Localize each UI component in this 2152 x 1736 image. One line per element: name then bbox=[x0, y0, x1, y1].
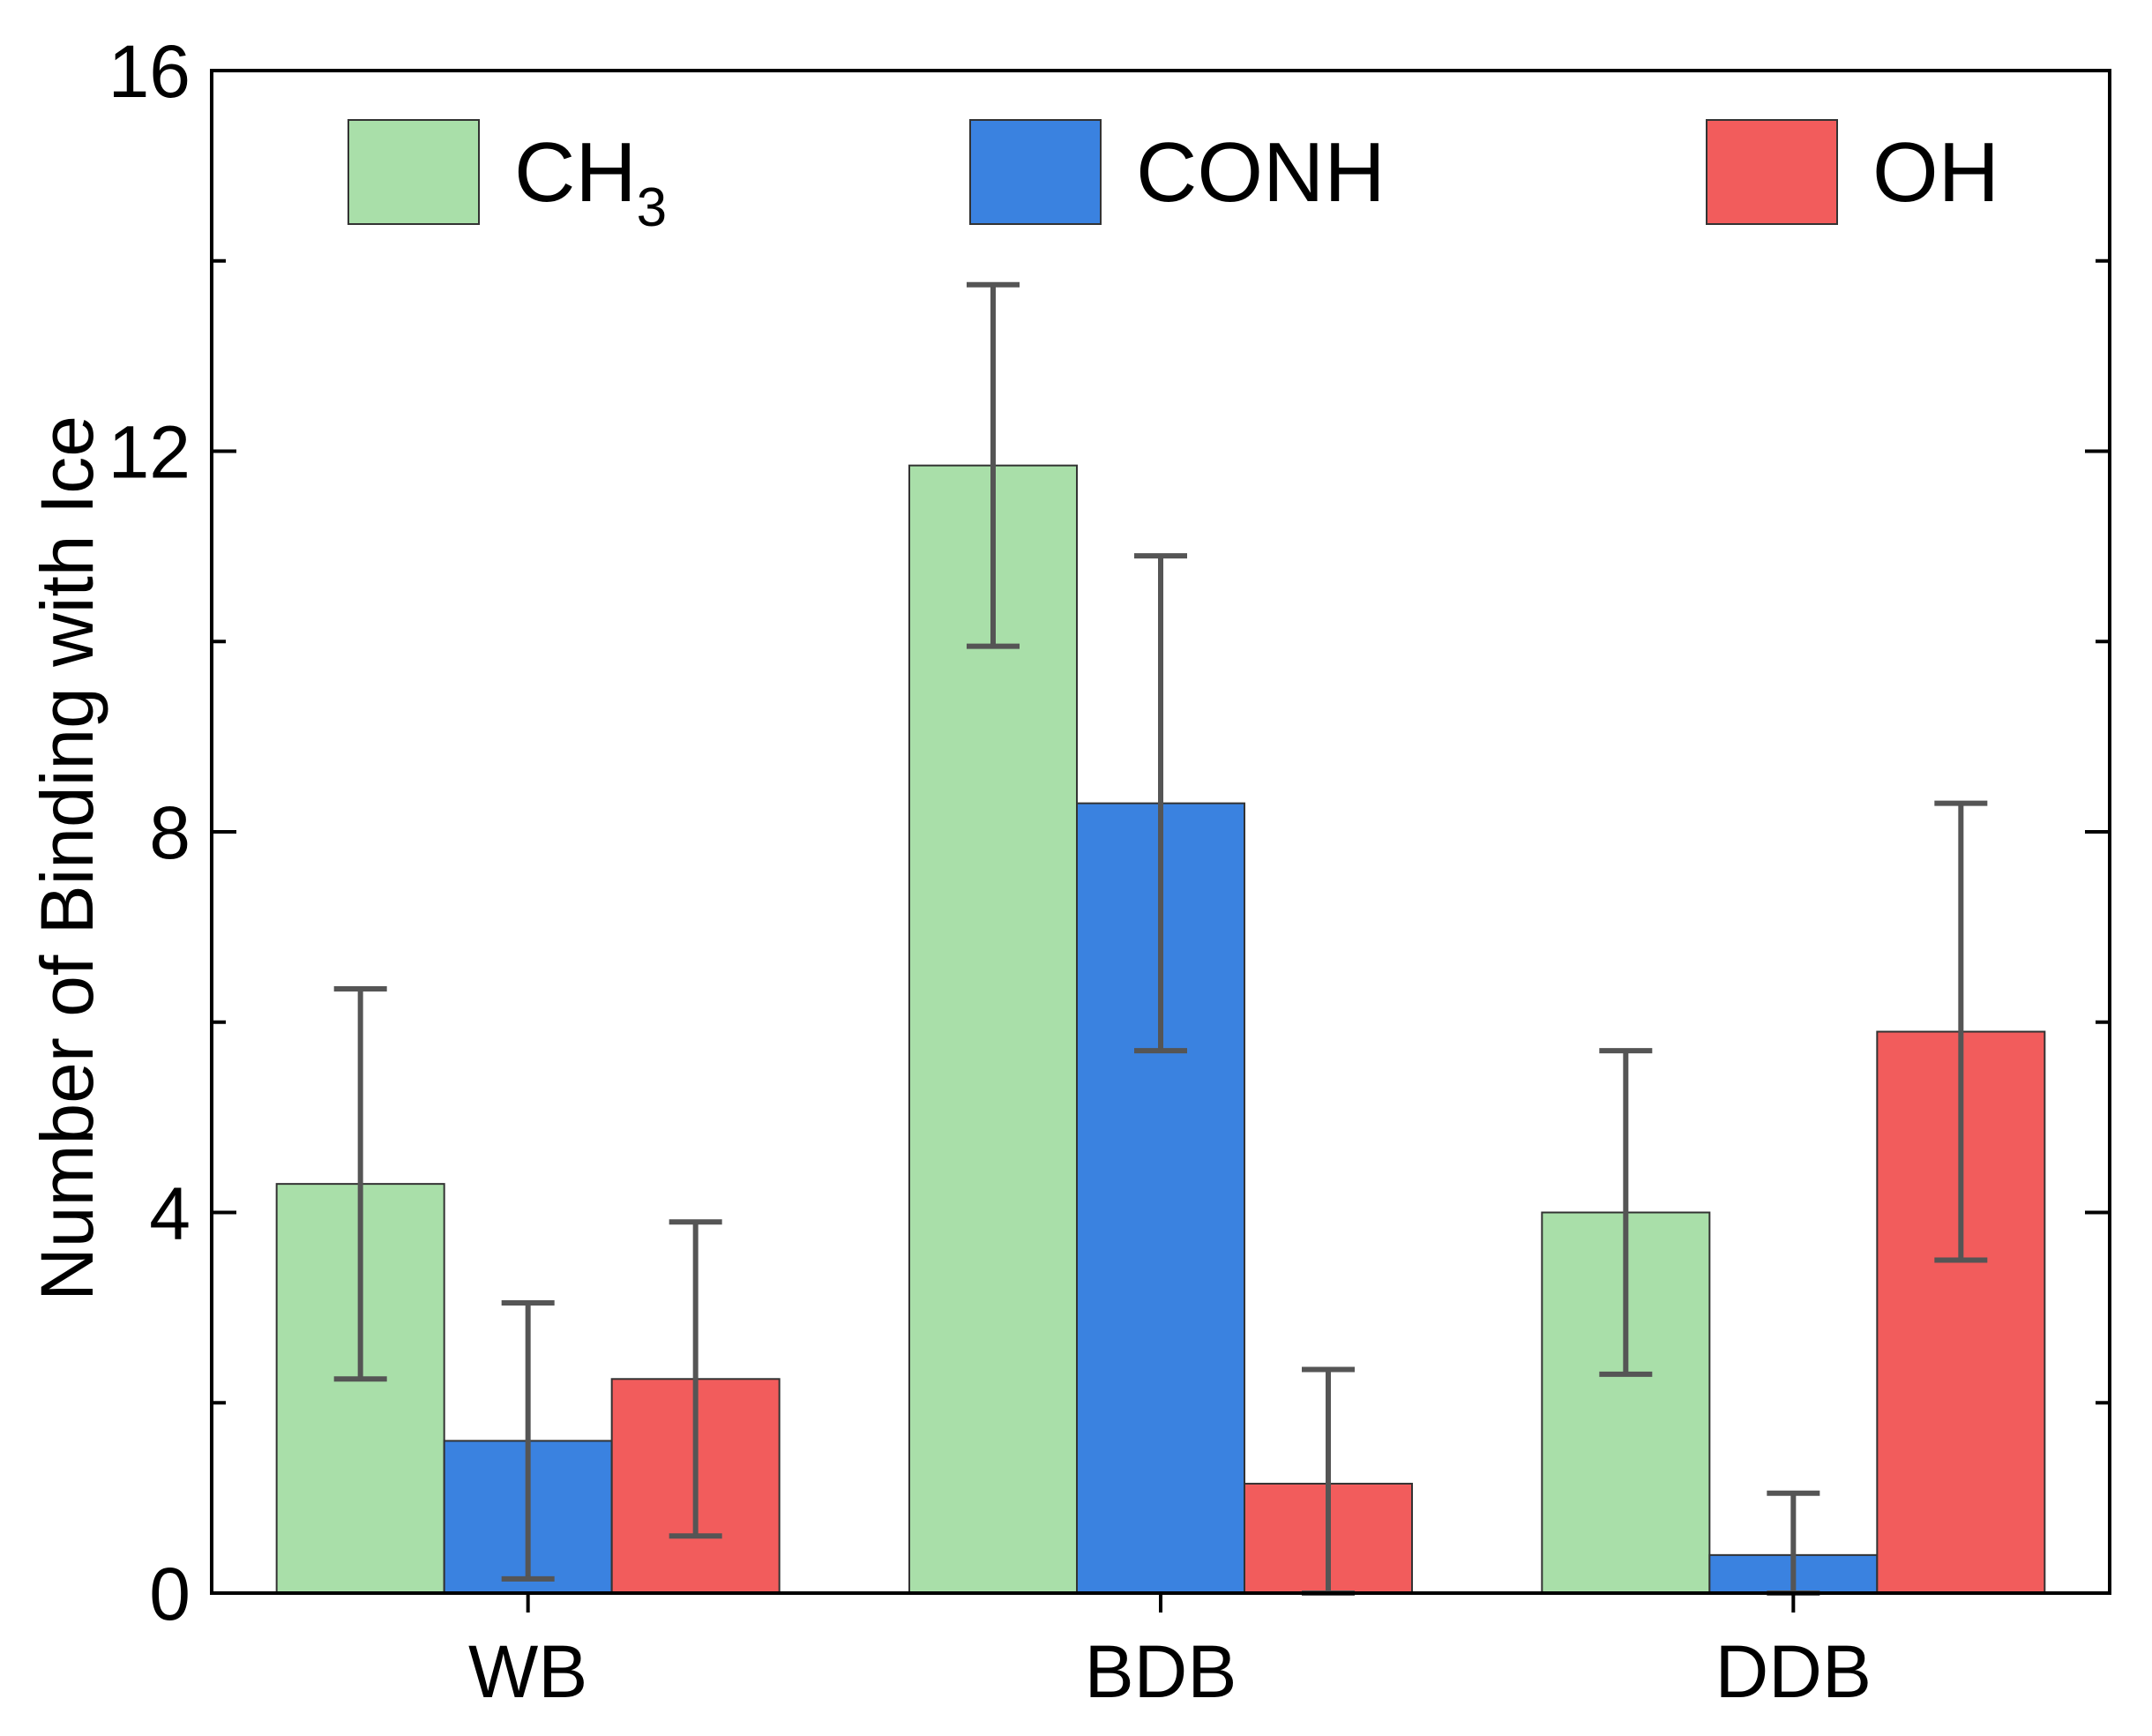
x-tick-label-bdb: BDB bbox=[1085, 1630, 1237, 1713]
x-axis: WB BDB DDB bbox=[468, 1593, 1872, 1713]
legend-label-conh: CONH bbox=[1136, 125, 1386, 220]
x-tick-label-wb: WB bbox=[468, 1630, 587, 1713]
bar-ch-bdb bbox=[908, 464, 1078, 1594]
legend-swatch-oh bbox=[1706, 119, 1838, 225]
legend-label-ch: CH3 bbox=[514, 125, 667, 238]
y-tick-label: 4 bbox=[149, 1172, 191, 1255]
legend-label-subscript: 3 bbox=[637, 177, 667, 238]
error-bars-layer bbox=[333, 281, 1988, 1596]
legend-label-oh: OH bbox=[1872, 125, 1999, 220]
y-tick-label: 8 bbox=[149, 791, 191, 874]
legend-swatch-ch bbox=[347, 119, 480, 225]
legend: CH3 CONH OH bbox=[347, 119, 1999, 238]
legend-swatch-conh bbox=[969, 119, 1102, 225]
y-tick-label: 12 bbox=[108, 411, 191, 494]
y-axis-label: Number of Binding with Ice bbox=[26, 415, 108, 1301]
y-axis: 0 4 8 12 16 bbox=[108, 30, 2110, 1635]
y-tick-label: 16 bbox=[108, 30, 191, 113]
y-tick-label: 0 bbox=[149, 1553, 191, 1635]
x-tick-label-ddb: DDB bbox=[1715, 1630, 1872, 1713]
